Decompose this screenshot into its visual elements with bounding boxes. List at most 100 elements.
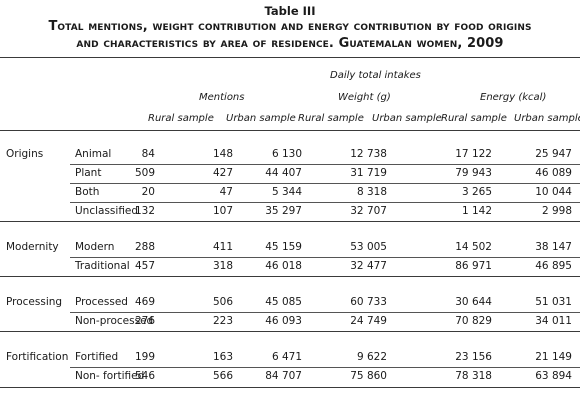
cell-mentions-urban: 411 <box>212 241 233 253</box>
group-label-fortification: Fortification <box>6 351 69 363</box>
row-rule <box>70 367 580 368</box>
header-weight: Weight (g) <box>338 92 391 103</box>
cell-weight-rural: 44 407 <box>265 167 302 179</box>
row-label: Plant <box>75 167 102 179</box>
row-label: Processed <box>75 296 128 308</box>
cell-energy-rural: 30 644 <box>455 296 492 308</box>
cell-energy-urban: 46 895 <box>535 260 572 272</box>
cell-mentions-rural: 276 <box>134 315 155 327</box>
cell-energy-rural: 23 156 <box>455 351 492 363</box>
row-label: Non- fortified <box>75 370 145 382</box>
header-daily-total-intakes: Daily total intakes <box>330 70 421 81</box>
cell-weight-urban: 75 860 <box>350 370 387 382</box>
cell-energy-rural: 1 142 <box>461 205 492 217</box>
cell-weight-rural: 6 471 <box>271 351 302 363</box>
header-col-weight-rural: Rural sample <box>298 113 364 124</box>
table-title-block: Table III Total mentions, weight contrib… <box>0 4 580 52</box>
cell-weight-rural: 84 707 <box>265 370 302 382</box>
top-rule <box>0 57 580 58</box>
table-row: Modern 288 411 45 159 53 005 14 502 38 1… <box>0 239 580 257</box>
cell-energy-urban: 10 044 <box>535 186 572 198</box>
cell-energy-urban: 51 031 <box>535 296 572 308</box>
cell-weight-urban: 60 733 <box>350 296 387 308</box>
table-row: Traditional 457 318 46 018 32 477 86 971… <box>0 258 580 276</box>
row-label: Modern <box>75 241 115 253</box>
header-col-mentions-rural: Rural sample <box>148 113 214 124</box>
cell-mentions-rural: 132 <box>134 205 155 217</box>
cell-mentions-urban: 318 <box>212 260 233 272</box>
cell-mentions-rural: 457 <box>134 260 155 272</box>
cell-weight-urban: 8 318 <box>356 186 387 198</box>
cell-weight-urban: 32 707 <box>350 205 387 217</box>
group-label-origins: Origins <box>6 148 44 160</box>
cell-mentions-rural: 288 <box>134 241 155 253</box>
cell-mentions-urban: 107 <box>212 205 233 217</box>
cell-weight-rural: 45 085 <box>265 296 302 308</box>
cell-energy-rural: 86 971 <box>455 260 492 272</box>
row-label: Non-processed <box>75 315 154 327</box>
cell-weight-rural: 5 344 <box>271 186 302 198</box>
table-row: Unclassified 132 107 35 297 32 707 1 142… <box>0 203 580 221</box>
group-rule <box>0 276 580 277</box>
header-col-mentions-urban: Urban sample <box>226 113 296 124</box>
cell-mentions-urban: 47 <box>219 186 233 198</box>
cell-weight-rural: 45 159 <box>265 241 302 253</box>
row-label: Both <box>75 186 100 198</box>
row-rule <box>70 312 580 313</box>
table-row: Animal 84 148 6 130 12 738 17 122 25 947 <box>0 146 580 164</box>
header-mentions: Mentions <box>199 92 245 103</box>
group-rule <box>0 331 580 332</box>
cell-energy-rural: 17 122 <box>455 148 492 160</box>
row-rule <box>70 164 580 165</box>
cell-energy-rural: 78 318 <box>455 370 492 382</box>
header-col-energy-urban: Urban sample <box>514 113 580 124</box>
table-caption-line-1: Total mentions, weight contribution and … <box>48 19 532 34</box>
cell-weight-urban: 9 622 <box>356 351 387 363</box>
cell-weight-rural: 6 130 <box>271 148 302 160</box>
cell-mentions-urban: 566 <box>212 370 233 382</box>
cell-mentions-rural: 84 <box>141 148 155 160</box>
row-rule <box>70 183 580 184</box>
cell-mentions-urban: 148 <box>212 148 233 160</box>
cell-mentions-urban: 427 <box>212 167 233 179</box>
cell-weight-rural: 46 018 <box>265 260 302 272</box>
cell-mentions-rural: 469 <box>134 296 155 308</box>
cell-mentions-rural: 546 <box>134 370 155 382</box>
cell-energy-urban: 21 149 <box>535 351 572 363</box>
table-row: Non-processed 276 223 46 093 24 749 70 8… <box>0 313 580 331</box>
cell-mentions-urban: 163 <box>212 351 233 363</box>
group-label-modernity: Modernity <box>6 241 59 253</box>
row-label: Unclassified <box>75 205 139 217</box>
table-row: Processed 469 506 45 085 60 733 30 644 5… <box>0 294 580 312</box>
header-energy: Energy (kcal) <box>480 92 547 103</box>
bottom-rule <box>0 387 580 388</box>
table-caption-line-2: and characteristics by area of residence… <box>76 36 504 51</box>
cell-energy-rural: 14 502 <box>455 241 492 253</box>
cell-energy-rural: 70 829 <box>455 315 492 327</box>
row-label: Traditional <box>75 260 130 272</box>
cell-energy-rural: 3 265 <box>461 186 492 198</box>
table-row: Fortified 199 163 6 471 9 622 23 156 21 … <box>0 349 580 367</box>
table-row: Both 20 47 5 344 8 318 3 265 10 044 <box>0 184 580 202</box>
cell-energy-rural: 79 943 <box>455 167 492 179</box>
row-rule <box>70 202 580 203</box>
header-col-weight-urban: Urban sample <box>372 113 442 124</box>
table-row: Non- fortified 546 566 84 707 75 860 78 … <box>0 368 580 386</box>
row-label: Animal <box>75 148 112 160</box>
group-label-processing: Processing <box>6 296 63 308</box>
cell-weight-urban: 24 749 <box>350 315 387 327</box>
cell-mentions-urban: 223 <box>212 315 233 327</box>
cell-weight-urban: 12 738 <box>350 148 387 160</box>
cell-energy-urban: 34 011 <box>535 315 572 327</box>
cell-energy-urban: 25 947 <box>535 148 572 160</box>
cell-energy-urban: 2 998 <box>541 205 572 217</box>
cell-weight-urban: 53 005 <box>350 241 387 253</box>
cell-mentions-urban: 506 <box>212 296 233 308</box>
row-label: Fortified <box>75 351 119 363</box>
group-rule <box>0 221 580 222</box>
cell-energy-urban: 38 147 <box>535 241 572 253</box>
cell-energy-urban: 46 089 <box>535 167 572 179</box>
cell-weight-urban: 32 477 <box>350 260 387 272</box>
cell-weight-urban: 31 719 <box>350 167 387 179</box>
cell-mentions-rural: 509 <box>134 167 155 179</box>
